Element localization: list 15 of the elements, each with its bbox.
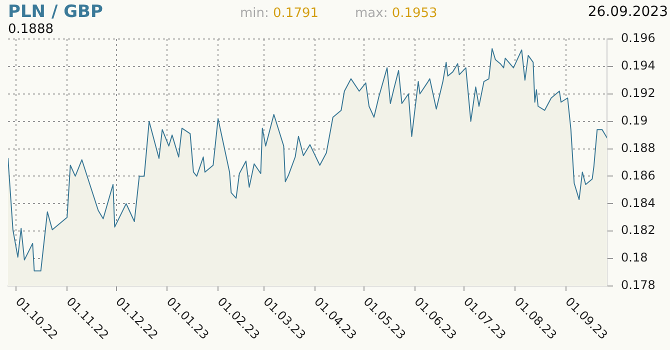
y-tick-label: 0.186 <box>621 168 656 182</box>
y-tick-label: 0.196 <box>621 31 656 46</box>
y-tick-label: 0.192 <box>621 86 656 100</box>
text: min: 0.1791 <box>240 6 319 21</box>
chart-title: PLN / GBP <box>8 2 103 22</box>
y-tick-label: 0.184 <box>621 196 656 210</box>
y-tick-label: 0.182 <box>621 223 656 238</box>
y-tick-label: 0.188 <box>621 140 656 155</box>
y-tick-label: 0.194 <box>621 58 656 73</box>
y-tick-label: 0.19 <box>621 113 648 128</box>
y-tick-label: 0.178 <box>621 278 656 292</box>
text: max: 0.1953 <box>355 6 438 21</box>
text: 0.1888 <box>8 22 54 37</box>
y-tick-label: 0.18 <box>621 250 648 265</box>
text: 26.09.2023 <box>588 4 668 20</box>
